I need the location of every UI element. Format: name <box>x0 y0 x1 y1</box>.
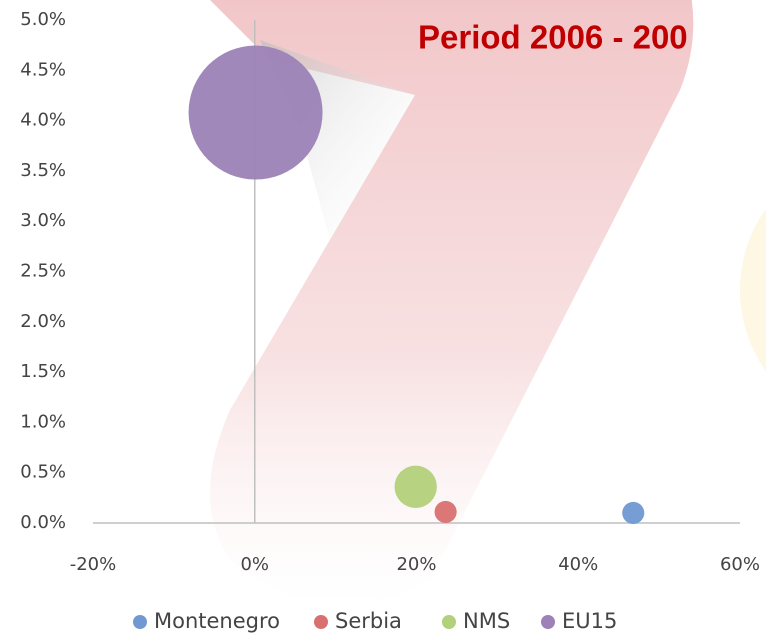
legend-item: Montenegro <box>133 609 280 633</box>
y-tick-label: 3.0% <box>20 210 66 231</box>
legend-item: Serbia <box>314 609 402 633</box>
bubble <box>434 500 457 523</box>
y-tick-label: 4.0% <box>20 110 66 131</box>
legend-label: EU15 <box>562 609 617 633</box>
legend-label: Serbia <box>335 609 402 633</box>
y-tick-label: 2.5% <box>20 261 66 282</box>
y-tick-label: 2.0% <box>20 311 66 332</box>
bubble <box>188 45 323 180</box>
legend-marker <box>442 615 456 629</box>
bubble <box>394 465 437 508</box>
legend-label: NMS <box>463 609 510 633</box>
legend-item: EU15 <box>541 609 617 633</box>
legend-marker <box>133 615 147 629</box>
legend-marker <box>314 615 328 629</box>
y-tick-label: 0.0% <box>20 512 66 533</box>
y-tick-label: 4.5% <box>20 59 66 80</box>
x-tick-label: 0% <box>240 554 269 575</box>
legend-item: NMS <box>442 609 510 633</box>
x-tick-label: 60% <box>720 554 760 575</box>
x-tick-label: 40% <box>558 554 598 575</box>
chart-title: Period 2006 - 200 <box>418 19 688 56</box>
y-tick-label: 3.5% <box>20 160 66 181</box>
y-tick-label: 0.5% <box>20 462 66 483</box>
y-tick-label: 1.0% <box>20 411 66 432</box>
legend-label: Montenegro <box>154 609 280 633</box>
y-tick-label: 1.5% <box>20 361 66 382</box>
y-tick-label: 5.0% <box>20 9 66 30</box>
legend-marker <box>541 615 555 629</box>
x-tick-label: -20% <box>70 554 117 575</box>
bubble <box>622 501 645 525</box>
x-tick-label: 20% <box>396 554 436 575</box>
